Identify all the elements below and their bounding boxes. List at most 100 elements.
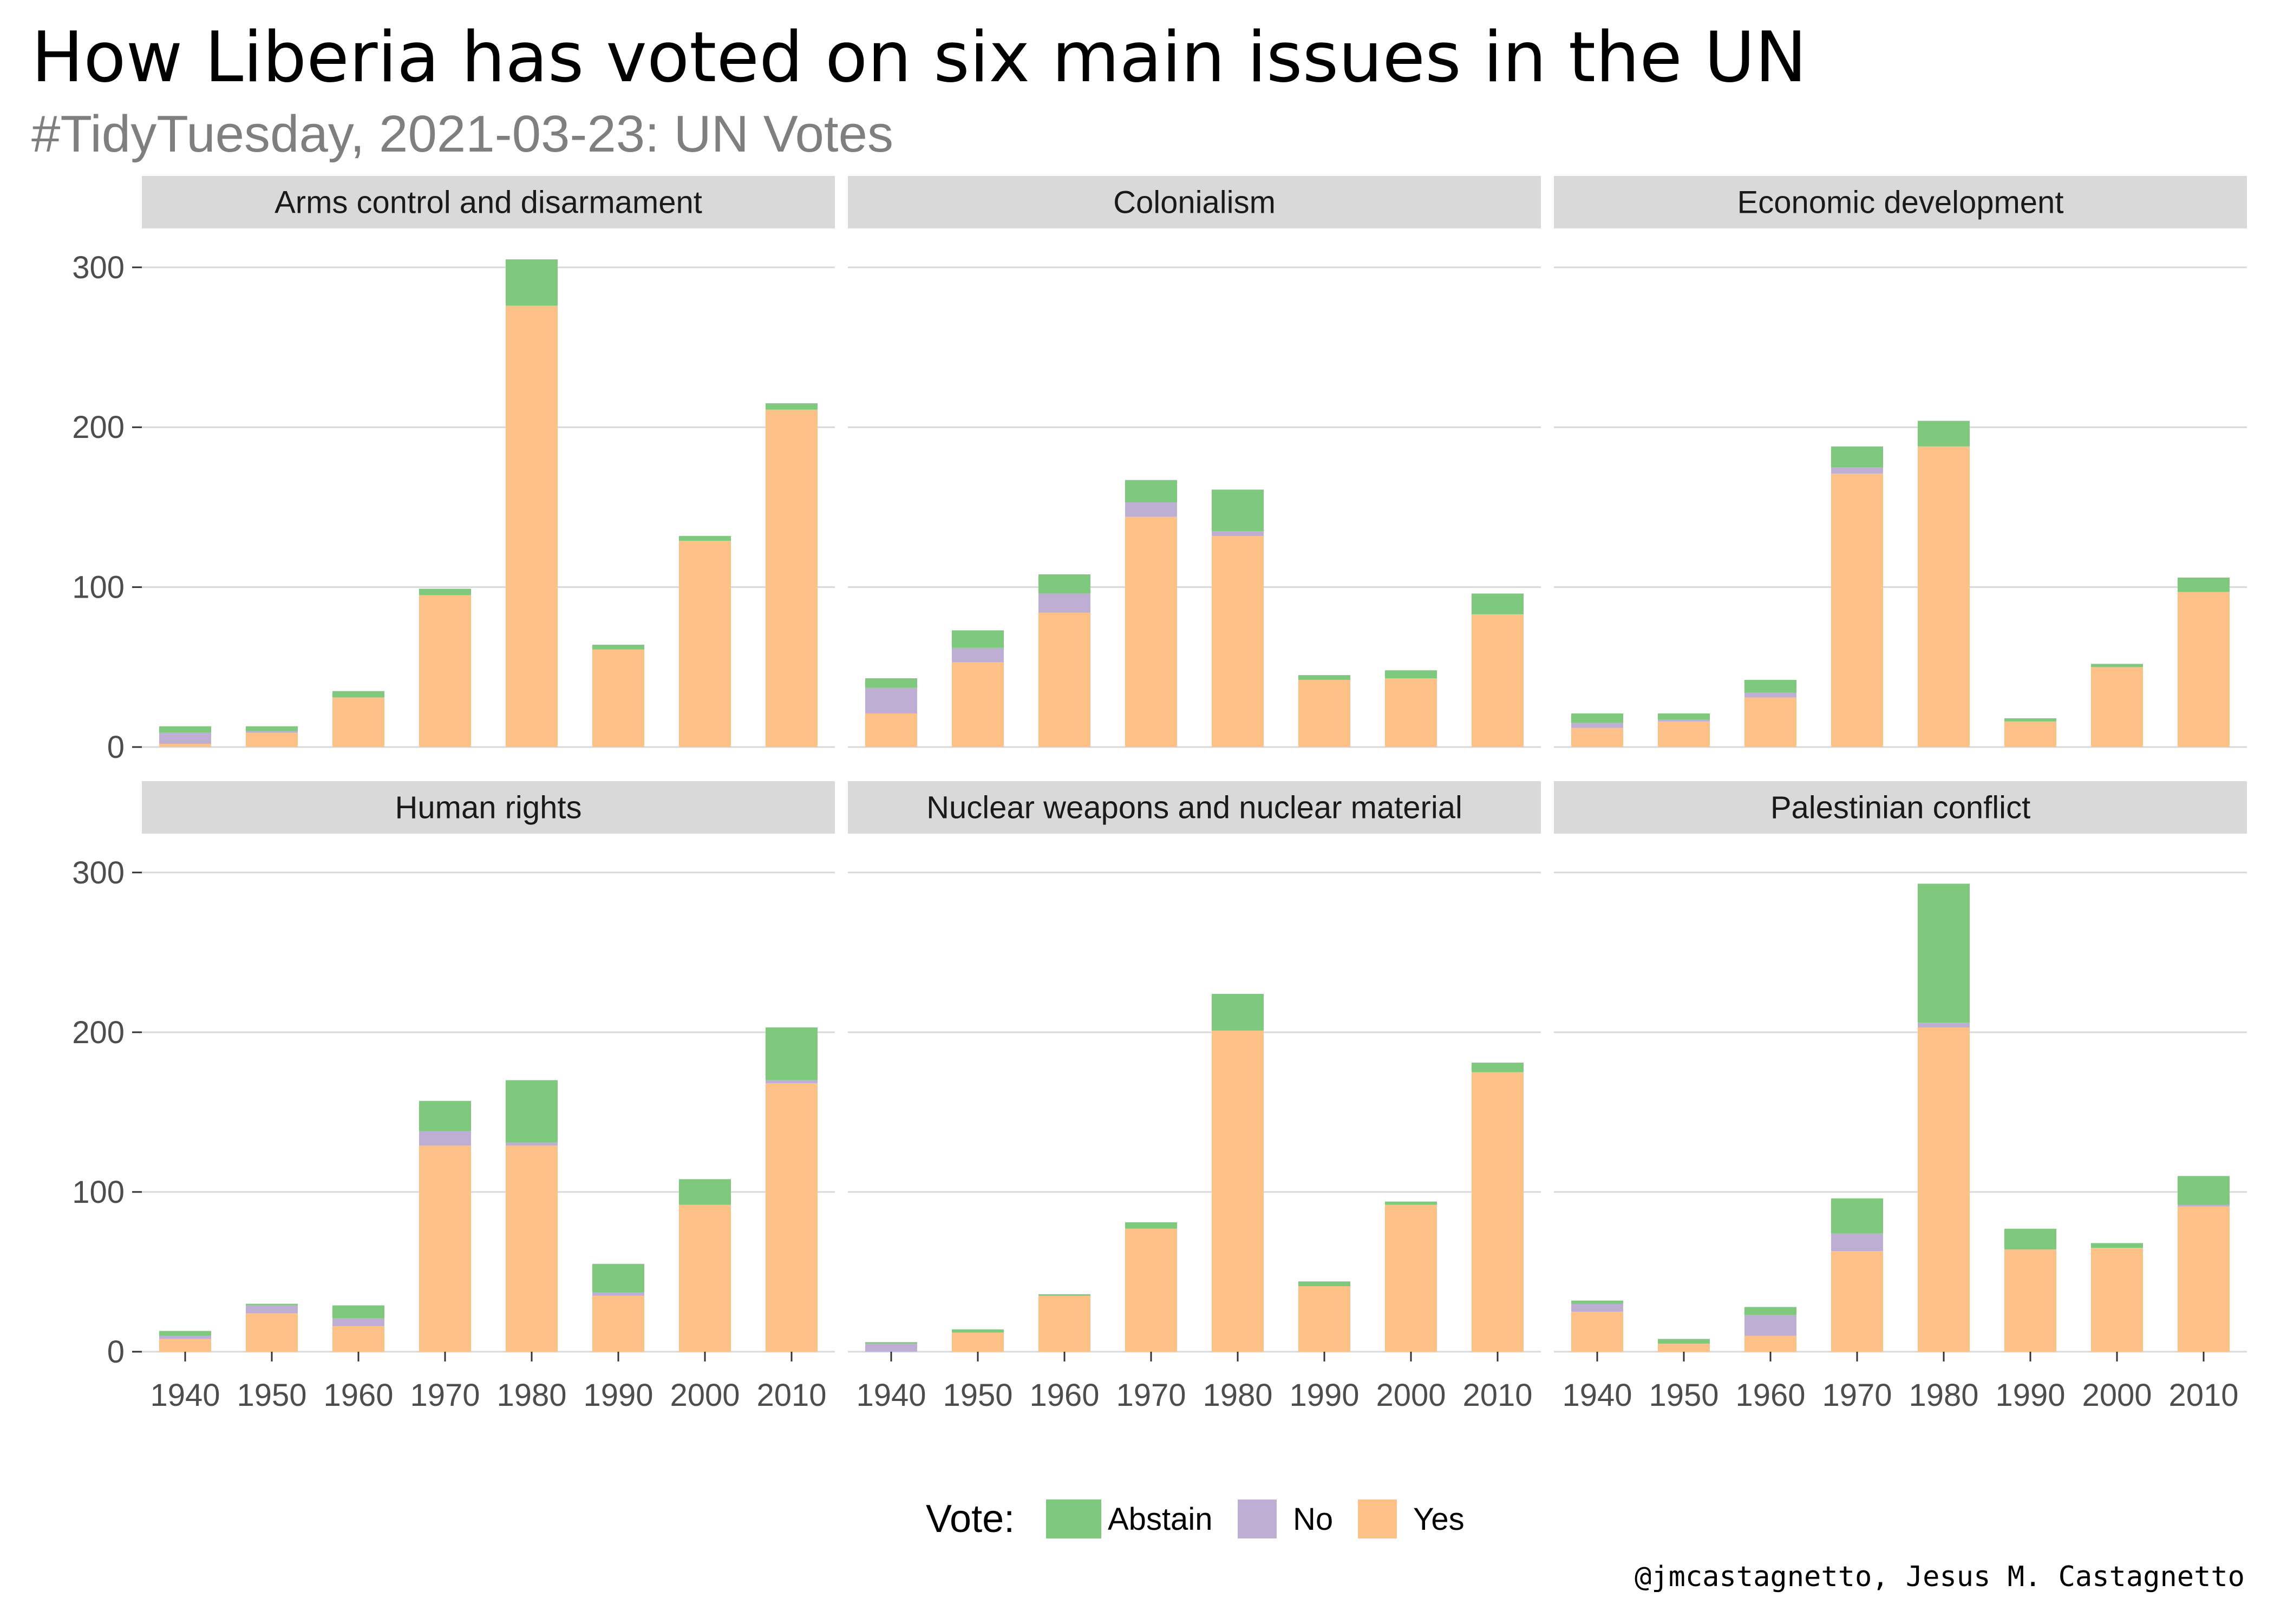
bar-segment-abstain (1918, 883, 1970, 1023)
bar-segment-yes (1918, 446, 1970, 747)
bar-segment-abstain (1658, 1339, 1710, 1344)
legend-swatch-yes (1358, 1499, 1397, 1538)
bar-segment-abstain (506, 1080, 558, 1143)
x-tick-label: 1940 (150, 1378, 220, 1413)
bar-segment-yes (1571, 1312, 1623, 1352)
bar-segment-abstain (2178, 1176, 2230, 1205)
facet-title: Human rights (395, 790, 582, 826)
x-tick-label: 2000 (1376, 1378, 1446, 1413)
bar-segment-no (246, 1305, 298, 1314)
bar-segment-no (1038, 593, 1090, 613)
facet-strip (1554, 781, 2247, 834)
bar-segment-no (1831, 467, 1883, 474)
bar-segment-abstain (332, 691, 384, 698)
bar-segment-no (1658, 719, 1710, 722)
bar-segment-abstain (1744, 679, 1796, 693)
bar-segment-abstain (2178, 577, 2230, 592)
bar-segment-abstain (159, 1331, 211, 1336)
facet-title: Economic development (1737, 185, 2064, 220)
bar-segment-abstain (2091, 1243, 2143, 1248)
bar-segment-yes (246, 1313, 298, 1352)
y-tick-label: 200 (72, 1015, 125, 1050)
bar-segment-no (246, 731, 298, 733)
bar-segment-yes (506, 305, 558, 747)
bar-segment-yes (679, 540, 731, 747)
bar-segment-no (766, 1080, 818, 1084)
bar-segment-abstain (1038, 1294, 1090, 1296)
bar-segment-yes (2004, 721, 2056, 747)
bar-segment-no (1744, 692, 1796, 698)
bar-segment-abstain (952, 630, 1004, 648)
facet-panel: Economic development (1554, 176, 2247, 748)
y-tick-label: 300 (72, 250, 125, 285)
chart-title: How Liberia has voted on six main issues… (31, 17, 1807, 98)
bar-segment-yes (592, 649, 644, 747)
bar-segment-abstain (1125, 1222, 1177, 1229)
bar-segment-no (1571, 1304, 1623, 1312)
bar-segment-abstain (592, 644, 644, 650)
bar-segment-yes (1571, 728, 1623, 747)
bar-segment-no (159, 732, 211, 744)
x-tick-label: 1980 (1909, 1378, 1978, 1413)
x-tick-label: 1990 (1995, 1378, 2065, 1413)
facet-panel: Palestinian conflict 1940 1950 1960 1970 1980… (1554, 781, 2247, 1413)
facet-strip (1554, 176, 2247, 228)
bar-segment-yes (1212, 536, 1264, 747)
bar-segment-no (2178, 1204, 2230, 1207)
bar-segment-yes (1038, 1295, 1090, 1352)
bar-segment-abstain (1571, 713, 1623, 723)
facet-title: Colonialism (1113, 185, 1276, 220)
legend-label-no: No (1293, 1502, 1333, 1537)
bar-segment-abstain (592, 1263, 644, 1293)
x-tick-label: 1970 (1116, 1378, 1186, 1413)
x-tick-label: 2010 (756, 1378, 826, 1413)
bar-segment-abstain (419, 588, 471, 595)
bar-segment-no (1831, 1233, 1883, 1252)
bar-segment-no (332, 1318, 384, 1326)
y-tick-label: 200 (72, 410, 125, 445)
bar-segment-yes (1125, 516, 1177, 747)
bar-segment-abstain (679, 1179, 731, 1205)
legend-swatch-abstain (1046, 1499, 1101, 1538)
bar-segment-yes (1038, 612, 1090, 747)
facet-strip (142, 176, 835, 228)
bar-segment-no (419, 1131, 471, 1146)
facet-panels: Arms control and disarmament 0 100 200 300 Co… (72, 176, 2247, 1413)
bar-segment-yes (865, 713, 917, 747)
bar-segment-abstain (1831, 1198, 1883, 1234)
bar-segment-abstain (2004, 718, 2056, 722)
x-tick-label: 1990 (1289, 1378, 1359, 1413)
bar-segment-yes (1744, 697, 1796, 747)
facet-title: Palestinian conflict (1770, 790, 2030, 826)
bar-segment-yes (1831, 1251, 1883, 1352)
bar-segment-abstain (1038, 574, 1090, 594)
bar-segment-abstain (2004, 1228, 2056, 1250)
bar-segment-abstain (1298, 1281, 1350, 1287)
bar-segment-abstain (1918, 421, 1970, 447)
bar-segment-abstain (2091, 664, 2143, 667)
bar-segment-abstain (419, 1101, 471, 1131)
x-tick-label: 1950 (237, 1378, 306, 1413)
bar-segment-abstain (1298, 675, 1350, 680)
facet-title: Arms control and disarmament (275, 185, 702, 220)
bar-segment-abstain (1472, 593, 1524, 614)
bar-segment-abstain (766, 1027, 818, 1081)
bar-segment-no (1212, 531, 1264, 536)
y-tick-label: 0 (107, 730, 125, 765)
x-tick-label: 1980 (496, 1378, 566, 1413)
facet-panel: Arms control and disarmament 0 100 200 300 (72, 176, 835, 765)
bar-segment-yes (506, 1145, 558, 1352)
bar-segment-yes (952, 662, 1004, 747)
facet-strip (142, 781, 835, 834)
bar-segment-no (865, 1344, 917, 1352)
x-tick-label: 2000 (670, 1378, 740, 1413)
bar-segment-yes (1658, 1344, 1710, 1352)
x-tick-label: 1990 (583, 1378, 653, 1413)
facet-panel: Human rights 0 100 200 300 1940 1950 1960 1970 19… (72, 781, 835, 1413)
bar-segment-yes (419, 1145, 471, 1352)
x-tick-label: 1980 (1203, 1378, 1272, 1413)
bar-segment-no (952, 647, 1004, 663)
bar-segment-abstain (865, 1342, 917, 1344)
x-tick-label: 1970 (1822, 1378, 1892, 1413)
